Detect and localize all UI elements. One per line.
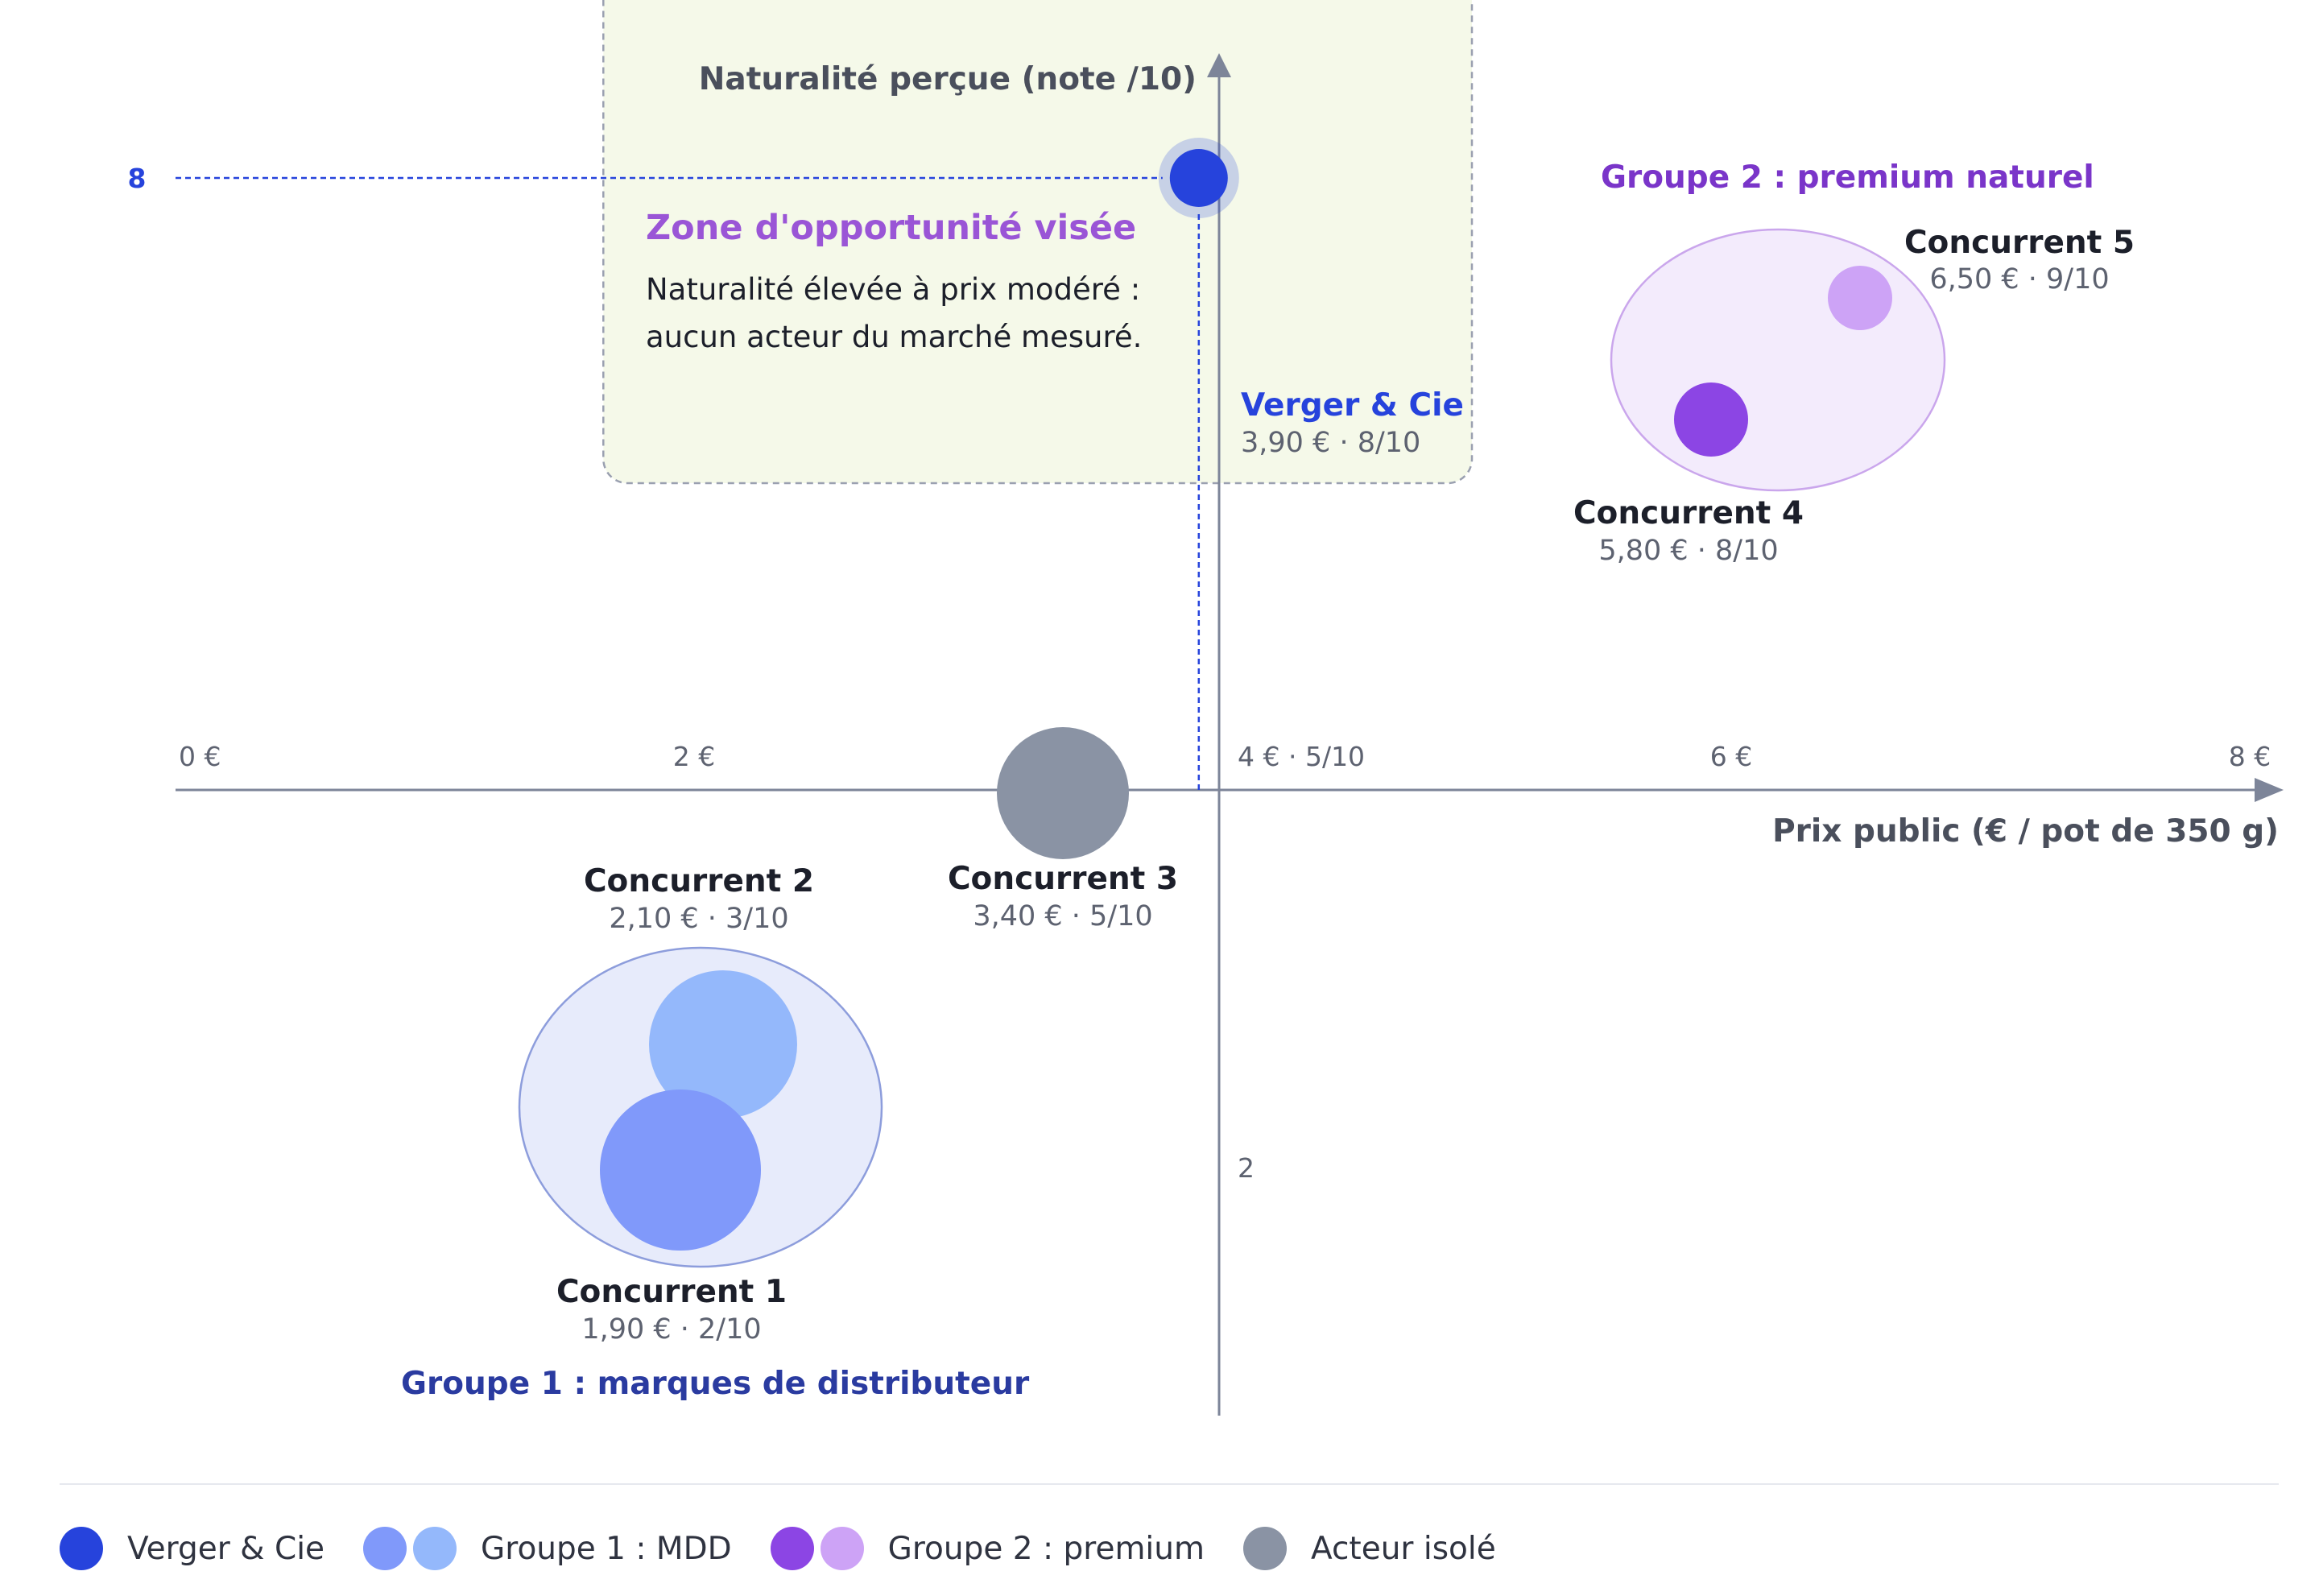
legend-item: Groupe 2 : premium	[770, 1527, 1205, 1570]
x-axis-arrow	[2255, 778, 2284, 802]
legend-dot-icon	[60, 1527, 103, 1570]
point-name-label: Concurrent 1	[556, 1274, 787, 1310]
opportunity-zone-text-line2: aucun acteur du marché mesuré.	[646, 320, 1142, 354]
legend-swatch-icon	[363, 1527, 463, 1570]
group-2-ellipse	[1610, 228, 1946, 492]
data-point-verger-cie	[1169, 149, 1228, 207]
legend-item: Groupe 1 : MDD	[363, 1527, 732, 1570]
data-point-concurrent-3	[997, 727, 1129, 859]
legend-dot-icon	[770, 1527, 814, 1570]
opportunity-zone-text-line1: Naturalité élevée à prix modéré :	[646, 272, 1140, 307]
legend-label: Verger & Cie	[127, 1530, 325, 1567]
y-axis-label: Naturalité perçue (note /10)	[699, 61, 1197, 97]
legend-dot-icon	[413, 1527, 457, 1570]
x-axis-label: Prix public (€ / pot de 350 g)	[1772, 813, 2279, 850]
y-guide-label: 8	[128, 163, 147, 194]
data-point-concurrent-2	[649, 970, 797, 1118]
positioning-chart: Zone d'opportunité visée Naturalité élevé…	[60, 0, 2284, 1485]
legend-swatch-icon	[60, 1527, 110, 1570]
legend-dot-icon	[1242, 1527, 1287, 1570]
x-tick-label: 4 € · 5/10	[1238, 741, 1365, 772]
point-value-label: 5,80 € · 8/10	[1598, 535, 1778, 567]
data-point-concurrent-5	[1828, 266, 1892, 330]
x-tick-label: 0 €	[179, 741, 221, 772]
point-name-label: Verger & Cie	[1241, 387, 1464, 424]
legend-label: Groupe 2 : premium	[887, 1530, 1205, 1567]
point-name-label: Concurrent 2	[584, 863, 814, 899]
x-tick-label: 2 €	[673, 741, 715, 772]
x-tick-label: 6 €	[1710, 741, 1752, 772]
x-tick-label: 8 €	[2229, 741, 2271, 772]
point-value-label: 6,50 € · 9/10	[1929, 263, 2109, 296]
opportunity-zone	[602, 0, 1474, 485]
data-point-concurrent-1	[600, 1089, 761, 1251]
point-value-label: 3,90 € · 8/10	[1241, 427, 1420, 459]
point-value-label: 1,90 € · 2/10	[581, 1313, 761, 1346]
point-name-label: Concurrent 3	[948, 861, 1178, 897]
point-value-label: 3,40 € · 5/10	[973, 900, 1152, 932]
group-2-label: Groupe 2 : premium naturel	[1601, 159, 2094, 196]
legend-item: Acteur isolé	[1242, 1527, 1496, 1570]
point-value-label: 2,10 € · 3/10	[609, 903, 788, 935]
y-tick-label: 2	[1238, 1152, 1255, 1184]
group-1-label: Groupe 1 : marques de distributeur	[401, 1366, 1030, 1402]
y-axis-arrow	[1207, 53, 1231, 77]
legend-dot-icon	[363, 1527, 407, 1570]
legend-item: Verger & Cie	[60, 1527, 324, 1570]
point-name-label: Concurrent 4	[1573, 495, 1804, 531]
legend-label: Acteur isolé	[1310, 1530, 1496, 1567]
legend-label: Groupe 1 : MDD	[481, 1530, 732, 1567]
point-name-label: Concurrent 5	[1904, 225, 2135, 261]
legend-dot-icon	[820, 1527, 864, 1570]
legend-swatch-icon	[1242, 1527, 1293, 1570]
opportunity-zone-title: Zone d'opportunité visée	[646, 208, 1136, 248]
data-point-concurrent-4	[1674, 382, 1748, 457]
legend: Verger & Cie Groupe 1 : MDD Groupe 2 : pre…	[60, 1520, 1535, 1577]
legend-swatch-icon	[770, 1527, 870, 1570]
